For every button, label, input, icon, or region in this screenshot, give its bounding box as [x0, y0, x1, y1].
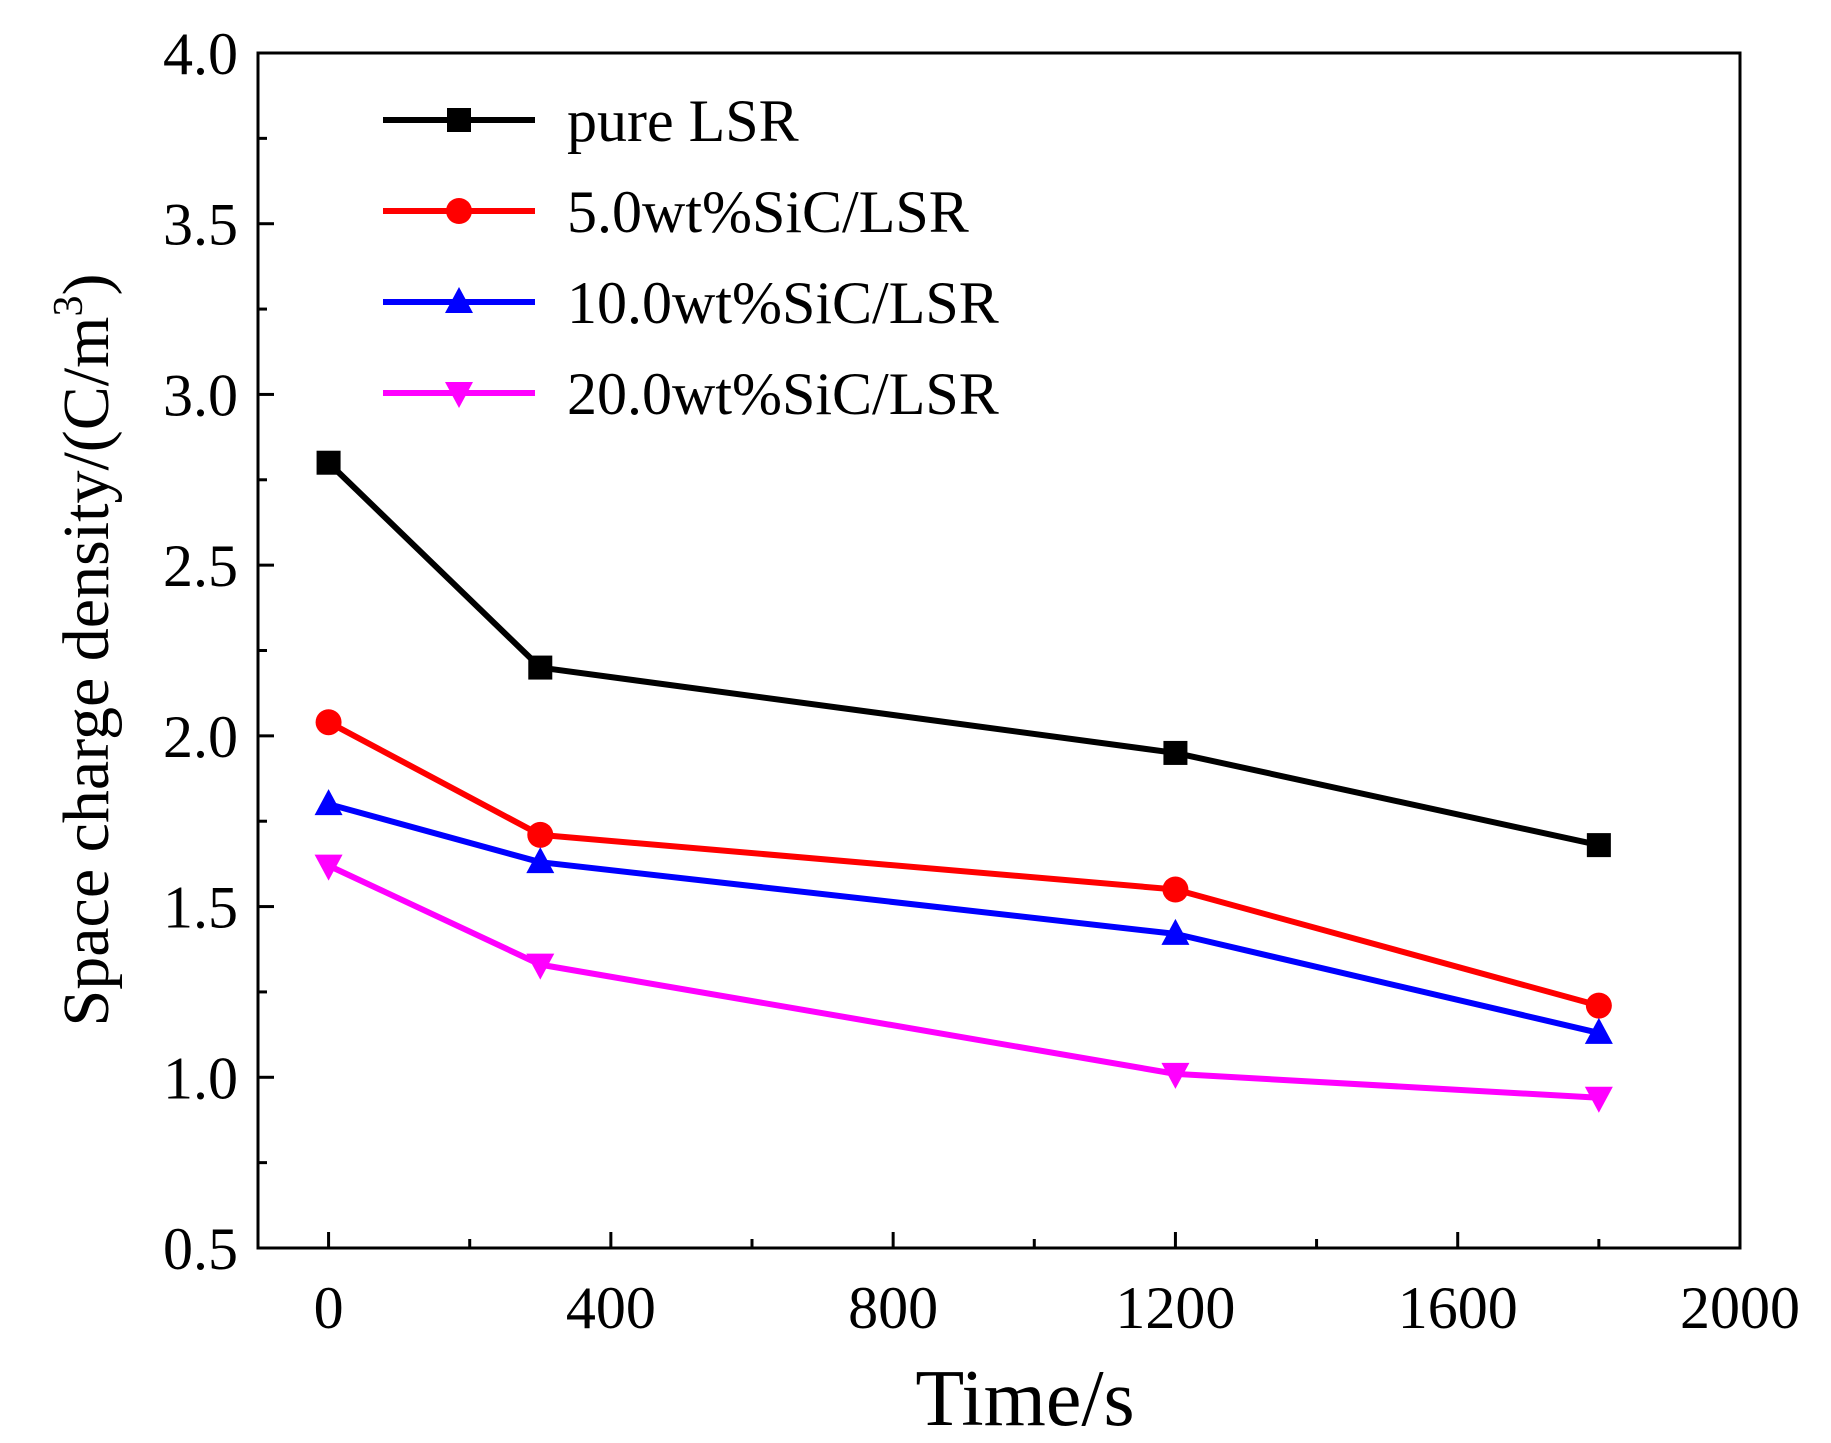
y-tick-label: 1.5 — [163, 875, 238, 941]
x-tick-label: 400 — [566, 1275, 656, 1341]
y-axis-title-main: Space charge density/ — [50, 452, 123, 1027]
data-point — [316, 450, 341, 475]
data-point — [314, 789, 343, 816]
series-line — [327, 801, 1600, 1036]
data-point — [1584, 1086, 1613, 1113]
legend-swatch-marker — [445, 382, 473, 408]
series-line — [327, 862, 1600, 1101]
x-tick-label: 2000 — [1680, 1275, 1800, 1341]
x-tick-label: 800 — [848, 1275, 938, 1341]
data-point — [528, 655, 553, 680]
y-axis-title-unit-close: ) — [50, 274, 123, 296]
data-point — [1584, 1017, 1613, 1044]
y-tick-label: 4.0 — [163, 21, 238, 87]
data-point — [527, 821, 554, 848]
legend-swatch-marker — [445, 287, 473, 313]
data-point — [1162, 876, 1189, 903]
y-tick-label: 1.0 — [163, 1045, 238, 1111]
y-tick-label: 3.0 — [163, 362, 238, 428]
y-tick-label: 2.0 — [163, 704, 238, 770]
legend-item-2: 5.0wt%SiC/LSR — [383, 179, 969, 245]
data-point — [526, 953, 555, 980]
legend-label: pure LSR — [567, 88, 799, 154]
data-point — [1161, 918, 1190, 945]
legend-item-3: 10.0wt%SiC/LSR — [383, 270, 999, 336]
series-2 — [315, 709, 1612, 1019]
series-layer — [314, 450, 1613, 1113]
y-tick-label: 2.5 — [163, 533, 238, 599]
legend-item-4: 20.0wt%SiC/LSR — [383, 361, 999, 427]
data-point — [1586, 833, 1611, 858]
legend: pure LSR 5.0wt%SiC/LSR 10.0wt%SiC/LSR 20.0w… — [383, 88, 999, 427]
data-point — [1163, 740, 1188, 765]
legend-label: 20.0wt%SiC/LSR — [567, 361, 999, 427]
x-tick-label: 1200 — [1115, 1275, 1235, 1341]
legend-swatch-marker — [447, 108, 471, 132]
axis-ticks: 0 400 800 1200 1600 2000 0.5 1.0 1.5 2.0 2.5 3.0 3.5… — [163, 21, 1800, 1341]
x-tick-label: 1600 — [1398, 1275, 1518, 1341]
y-tick-label: 0.5 — [163, 1216, 238, 1282]
data-point — [1585, 992, 1612, 1019]
y-axis-title-unit-sup: 3 — [46, 296, 92, 317]
series-1 — [316, 450, 1611, 858]
x-tick-label: 0 — [314, 1275, 344, 1341]
y-tick-label: 3.5 — [163, 192, 238, 258]
data-point — [314, 854, 343, 881]
y-axis-title-unit: (C/m — [50, 317, 123, 453]
series-line — [326, 460, 1600, 849]
legend-label: 10.0wt%SiC/LSR — [567, 270, 999, 336]
series-4 — [314, 854, 1613, 1113]
data-point — [1161, 1062, 1190, 1089]
legend-item-1: pure LSR — [383, 88, 799, 154]
series-line — [327, 719, 1600, 1009]
legend-label: 5.0wt%SiC/LSR — [567, 179, 969, 245]
plot-frame — [256, 51, 1742, 1250]
x-axis-title: Time/s — [915, 1355, 1134, 1443]
series-3 — [314, 789, 1613, 1044]
y-axis-title: Space charge density/(C/m3) — [46, 274, 123, 1027]
legend-swatch-marker — [446, 198, 472, 224]
data-point — [526, 847, 555, 874]
data-point — [315, 709, 342, 736]
